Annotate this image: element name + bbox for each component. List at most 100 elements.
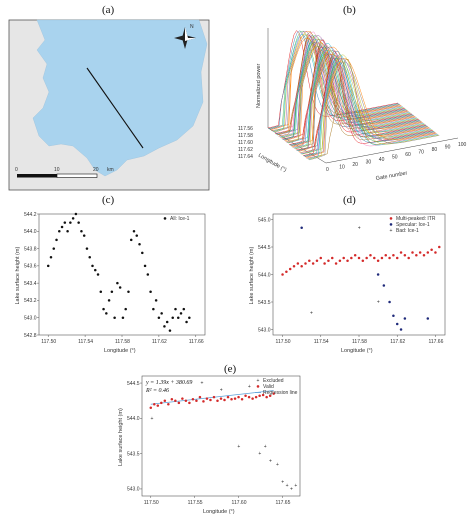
data-point [163,399,167,402]
waveform-line [282,41,413,140]
data-point [149,290,152,294]
map-panel: N 0 10 20 km [8,19,210,191]
data-point: + [294,483,297,489]
data-point [233,397,237,400]
data-point [226,395,230,399]
data-point [288,267,292,271]
data-point [177,401,181,405]
y-tick-label: 544.5 [258,245,271,251]
y-axis-label: Lake surface height (m) [118,408,124,466]
data-point [369,254,372,257]
data-point [426,251,430,254]
data-point [399,328,403,331]
data-point [388,300,391,304]
data-point [300,265,303,268]
x-tick-label: 117.66 [189,339,204,345]
data-point [281,273,284,276]
data-point [154,299,158,302]
scatter-chart-d: 117.50 117.54 117.58 117.62 117.66 543.0 543.5… [249,213,446,354]
waveform-line [293,50,424,149]
data-point: + [286,483,289,489]
data-point [129,238,133,242]
data-point [388,256,391,260]
y-tick-label: 544.0 [24,229,37,235]
data-point [350,256,353,260]
regression-line [150,390,274,405]
data-point [392,314,395,317]
data-point [244,394,247,398]
data-point [77,221,80,224]
waveform-line [291,46,422,147]
waveform-line [309,61,440,161]
data-point [188,401,191,405]
data-point [141,251,144,255]
data-point [438,245,441,249]
data-point [384,254,388,257]
data-point [91,264,94,268]
x-tick-label: 117.50 [144,500,159,506]
y-tick-label: 543.5 [258,300,271,306]
legend-swatch [389,217,393,220]
data-point: + [220,388,223,394]
x-tick-label: 117.62 [390,339,405,345]
x-tick-label: 117.58 [352,339,367,345]
waveform-line [269,30,400,130]
y-tick-label: 544.2 [24,212,37,218]
legend-label: Specular: Ice-1 [396,222,430,228]
data-point [66,230,69,233]
data-point [102,307,105,311]
data-point [311,262,315,265]
data-point [165,320,169,324]
data-point [85,247,89,250]
b-x-tick: 80 [432,147,438,153]
waveform-line [305,58,436,158]
waveform-line [288,45,419,144]
b-y-tick: 117.62 [238,147,253,153]
waveform-line [307,60,438,159]
data-point [219,397,223,400]
data-point [237,395,240,399]
b-y-tick: 117.56 [238,126,253,132]
x-tick-label: 117.55 [188,500,203,506]
data-point [268,394,272,398]
data-point [118,286,122,289]
data-point [434,251,437,254]
b-x-tick: 20 [352,162,358,168]
waveform-line [295,50,427,151]
data-point [418,251,422,254]
plot-frame [38,213,206,336]
data-point: + [200,381,203,387]
b-y-tick: 117.58 [238,133,253,139]
b-y-tick: 117.60 [238,140,253,146]
data-point [230,398,233,401]
data-point [308,259,311,262]
north-label: N [190,24,194,30]
data-point [124,307,127,311]
data-point [58,230,61,233]
data-point [96,273,100,276]
data-point [171,316,174,319]
data-point [209,398,212,402]
data-point [163,325,166,328]
data-point [157,316,161,319]
data-point [160,401,163,405]
waveform-line [286,42,417,143]
data-point [216,399,219,402]
b-x-tick: 10 [339,165,345,171]
data-point [99,290,103,294]
legend-label: All: Ice-1 [170,216,190,222]
waveform-line [306,58,437,159]
waveform-line [303,57,434,157]
data-point [46,264,50,268]
data-point [63,221,67,224]
b-x-tick: 90 [445,145,451,151]
waveform-3d-chart: Normalized power Gate number Longitude (… [238,28,467,182]
y-tick-label: 542.8 [24,333,37,339]
data-point: + [237,444,240,450]
data-point [88,255,91,259]
b-x-tick: 0 [326,167,329,173]
y-tick-label: 543.0 [127,487,140,493]
y-tick-label: 544.0 [258,272,271,278]
waveform-line [301,54,432,155]
data-point [240,398,244,401]
